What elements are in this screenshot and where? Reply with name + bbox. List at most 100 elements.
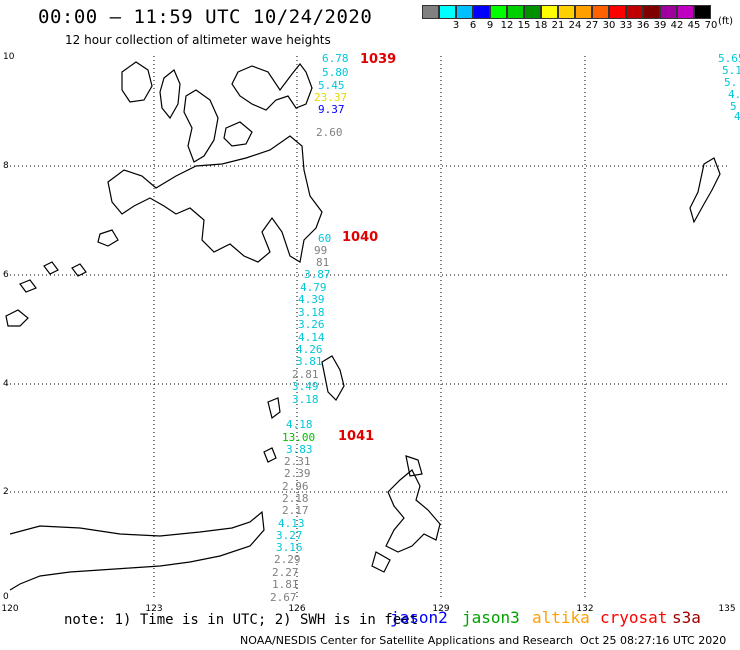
wave-height-value: 81 (316, 256, 330, 269)
legend-label: 6 (469, 20, 477, 31)
wave-height-value: 5.80 (322, 66, 349, 79)
wave-height-value: 5.1 (722, 64, 740, 77)
wave-height-value: 3.16 (276, 541, 303, 554)
wave-height-legend: 3 6 9 12 15 18 21 24 27 30 33 36 39 42 45 70 (422, 5, 717, 33)
wave-height-value: 3.87 (304, 268, 331, 281)
legend-swatch (456, 5, 473, 19)
wave-height-value: 3.83 (286, 443, 313, 456)
legend-swatch (575, 5, 592, 19)
coastline-bohol (223, 121, 253, 147)
satellite-legend-jason2: jason2 (390, 608, 448, 627)
coastline-mindanao (107, 135, 323, 263)
coastline-panay (121, 61, 153, 103)
satellite-legend-s3a: s3a (672, 608, 701, 627)
legend-label: 18 (534, 20, 548, 31)
wave-height-value: 13.00 (282, 431, 316, 444)
wave-height-value: 3.49 (292, 380, 319, 393)
satellite-legend-altika: altika (532, 608, 590, 627)
legend-swatch (626, 5, 643, 19)
legend-label: 30 (602, 20, 616, 31)
coastline-siau (263, 447, 277, 463)
wave-height-value: 6.78 (322, 52, 349, 65)
wave-height-value: 3.26 (298, 318, 325, 331)
rev-label-1040: 1040 (342, 230, 379, 245)
legend-swatch (422, 5, 439, 19)
satellite-legend-cryosat: cryosat (600, 608, 668, 627)
rev-label-1039: 1039 (360, 52, 397, 67)
legend-swatch (643, 5, 660, 19)
coastline-bacan (371, 551, 391, 573)
lon-tick-135: 135 (718, 604, 736, 614)
rev-label-1041: 1041 (338, 429, 375, 444)
wave-height-value: 4.26 (296, 343, 323, 356)
coastline-sarangani (321, 355, 345, 401)
wave-height-value: 5.65 (718, 52, 740, 65)
legend-swatch (558, 5, 575, 19)
legend-label: 3 (452, 20, 460, 31)
wave-height-value: 2.31 (284, 455, 311, 468)
lon-tick-120: 120 (1, 604, 19, 614)
wave-height-value: 4.39 (298, 293, 325, 306)
legend-swatch (439, 5, 456, 19)
legend-swatch (524, 5, 541, 19)
wave-height-value: 23.37 (314, 91, 348, 104)
coastline-samar (231, 63, 313, 111)
lon-tick-132: 132 (576, 604, 594, 614)
wave-height-value: 5.45 (318, 79, 345, 92)
legend-label: 45 (687, 20, 701, 31)
grid-lines (10, 56, 728, 600)
wave-height-value: 4.18 (286, 418, 313, 431)
wave-height-value: 2.18 (282, 492, 309, 505)
generated-timestamp: Oct 25 08:27:16 UTC 2020 (580, 634, 727, 647)
chart-title: 00:00 – 11:59 UTC 10/24/2020 (38, 6, 373, 28)
wave-height-value: 2.17 (282, 504, 309, 517)
legend-swatch (694, 5, 711, 19)
wave-height-value: 99 (314, 244, 328, 257)
wave-height-value: 2.29 (274, 553, 301, 566)
wave-height-value: 2.81 (292, 368, 319, 381)
wave-height-value: 4 (734, 110, 740, 123)
coastline-sulu-3 (5, 309, 29, 327)
legend-label: 21 (551, 20, 565, 31)
legend-swatch (609, 5, 626, 19)
lat-tick-4: 4 (3, 379, 9, 389)
legend-label: 15 (517, 20, 531, 31)
legend-label: 12 (500, 20, 514, 31)
wave-height-value: 2.67 (270, 591, 297, 604)
wave-height-value: 3.27 (276, 529, 303, 542)
coastline-leyte (183, 89, 219, 163)
coastline-sulu-1 (43, 261, 59, 275)
legend-units: (ft) (718, 16, 734, 27)
coastline-sulu-2 (19, 279, 37, 293)
wave-height-value: 4.79 (300, 281, 327, 294)
lon-tick-129: 129 (432, 604, 450, 614)
coastline-negros (159, 69, 181, 120)
credit-line: NOAA/NESDIS Center for Satellite Applica… (240, 634, 574, 647)
coastline-sulu-4 (71, 263, 87, 277)
wave-height-value: 1.81 (272, 578, 299, 591)
legend-swatch (660, 5, 677, 19)
lat-tick-10: 10 (3, 52, 15, 62)
wave-height-value: 4.14 (298, 331, 325, 344)
coastline-morotai (405, 455, 423, 477)
lon-tick-123: 123 (145, 604, 163, 614)
chart-subtitle: 12 hour collection of altimeter wave hei… (65, 33, 331, 47)
wave-height-value: 9.37 (318, 103, 345, 116)
wave-height-value: 3.81 (296, 355, 323, 368)
legend-swatch (507, 5, 524, 19)
lat-tick-2: 2 (3, 487, 9, 497)
lat-tick-6: 6 (3, 270, 9, 280)
units-note: note: 1) Time is in UTC; 2) SWH is in fe… (64, 612, 419, 628)
coastlines (5, 61, 721, 591)
legend-swatch (490, 5, 507, 19)
legend-swatch (473, 5, 490, 19)
coastline-basilan (97, 229, 119, 247)
wave-height-value: 4. (728, 88, 740, 101)
legend-swatch (592, 5, 609, 19)
wave-height-value: 3.18 (298, 306, 325, 319)
legend-label: 33 (619, 20, 633, 31)
legend-label: 36 (636, 20, 650, 31)
satellite-legend-jason3: jason3 (462, 608, 520, 627)
wave-height-value: 4.13 (278, 517, 305, 530)
